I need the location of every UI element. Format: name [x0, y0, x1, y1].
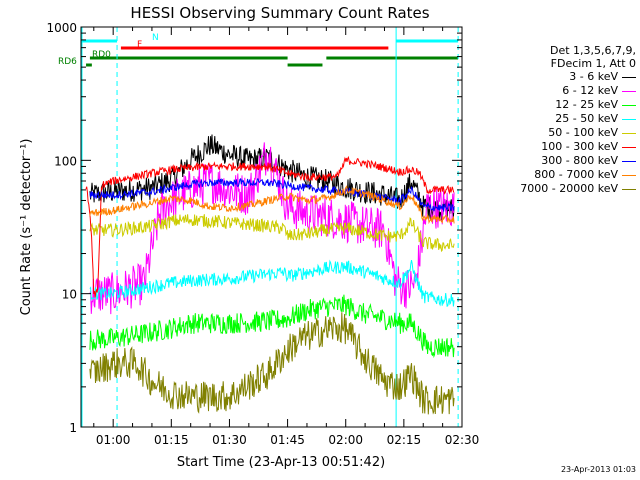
- series-line: [89, 185, 455, 225]
- legend-swatch: [622, 76, 636, 78]
- x-axis-ticks: 01:00 01:15 01:30 01:45 02:00 02:15 02:30: [93, 27, 480, 447]
- legend-entry: 6 - 12 keV: [478, 84, 636, 98]
- legend-entry: 50 - 100 keV: [478, 126, 636, 140]
- legend-entry: 7000 - 20000 keV: [478, 182, 636, 196]
- legend-label: 25 - 50 keV: [555, 112, 618, 125]
- series-line: [89, 178, 455, 212]
- legend-label: 7000 - 20000 keV: [520, 182, 618, 195]
- x-tick-label: 02:00: [328, 433, 363, 447]
- y-tick-label: 100: [54, 154, 77, 168]
- legend-swatch: [622, 104, 636, 106]
- legend-entry: 3 - 6 keV: [478, 70, 636, 84]
- legend-label: 50 - 100 keV: [548, 126, 618, 139]
- legend-label: 300 - 800 keV: [541, 154, 618, 167]
- y-tick-label: 1000: [46, 21, 77, 35]
- legend-label: 100 - 300 keV: [541, 140, 618, 153]
- legend-header-detectors: Det 1,3,5,6,7,9,: [549, 44, 636, 57]
- legend-entries: 3 - 6 keV 6 - 12 keV 12 - 25 keV 25 - 50 ke…: [478, 70, 636, 196]
- legend-label: 12 - 25 keV: [555, 98, 618, 111]
- x-tick-label: 01:45: [270, 433, 305, 447]
- series-line: [85, 155, 455, 298]
- y-tick-label: 10: [62, 288, 77, 302]
- flag-label-rd0: RD0: [92, 50, 111, 60]
- legend-swatch: [622, 132, 636, 134]
- legend-entry: 100 - 300 keV: [478, 140, 636, 154]
- legend-header-decimation: FDecim 1, Att 0: [550, 57, 636, 70]
- y-axis-ticks: 1 10 100 1000: [46, 21, 462, 435]
- x-tick-label: 01:00: [96, 433, 131, 447]
- y-tick-label: 1: [69, 421, 77, 435]
- series-line: [89, 312, 455, 415]
- legend-swatch: [622, 146, 636, 148]
- x-tick-label: 01:15: [154, 433, 189, 447]
- legend-swatch: [622, 188, 636, 190]
- legend-label: 800 - 7000 keV: [534, 168, 618, 181]
- legend-swatch: [622, 160, 636, 162]
- series-line: [89, 214, 455, 253]
- series-line: [89, 259, 455, 308]
- legend-entry: 300 - 800 keV: [478, 154, 636, 168]
- legend-label: 6 - 12 keV: [562, 84, 618, 97]
- legend-entry: 25 - 50 keV: [478, 112, 636, 126]
- plot-frame: [80, 26, 463, 428]
- series-lines: [85, 134, 455, 415]
- legend-swatch: [622, 174, 636, 176]
- plot-timestamp: 23-Apr-2013 01:03: [560, 465, 636, 474]
- legend-entry: 12 - 25 keV: [478, 98, 636, 112]
- legend-swatch: [622, 90, 636, 92]
- legend-entry: 800 - 7000 keV: [478, 168, 636, 182]
- chart-title: HESSI Observing Summary Count Rates: [130, 4, 429, 22]
- flag-label-rd6: RD6: [58, 57, 77, 67]
- flag-label-n: N: [152, 33, 159, 43]
- x-axis-label: Start Time (23-Apr-13 00:51:42): [177, 455, 385, 470]
- series-line: [89, 294, 455, 359]
- instrument-flags: NF RD0 RD6: [58, 33, 459, 67]
- legend: Det 1,3,5,6,7,9, FDecim 1, Att 0 3 - 6 k…: [478, 44, 636, 196]
- y-axis-label: Count Rate (s⁻¹ detector⁻¹): [19, 139, 34, 316]
- x-tick-label: 02:15: [387, 433, 422, 447]
- x-tick-label: 02:30: [445, 433, 480, 447]
- legend-swatch: [622, 118, 636, 120]
- flag-label-f: F: [137, 40, 142, 50]
- x-tick-label: 01:30: [212, 433, 247, 447]
- legend-label: 3 - 6 keV: [569, 70, 618, 83]
